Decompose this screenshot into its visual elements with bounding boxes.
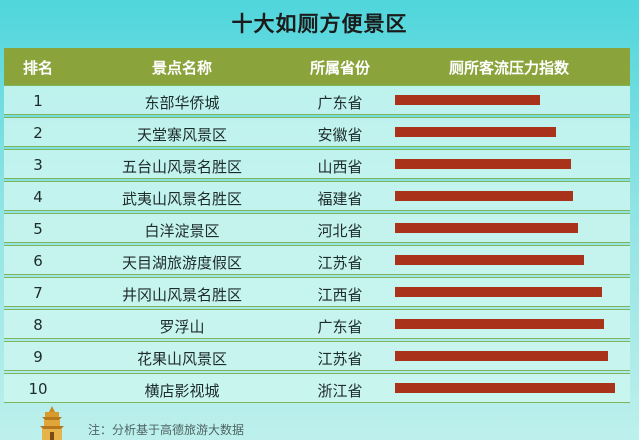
name-cell: 横店影视城: [144, 382, 220, 400]
bar-10: [395, 383, 615, 393]
bar-4: [395, 191, 573, 201]
pagoda-icon: [40, 406, 64, 440]
pressure-index-bars: [395, 95, 615, 393]
table-row: 5 白洋淀景区 河北省: [4, 213, 630, 243]
rank-cell: 7: [33, 284, 43, 302]
rank-cell: 10: [28, 380, 48, 398]
province-cell: 福建省: [317, 190, 363, 208]
bar-2: [395, 127, 556, 137]
rank-cell: 1: [33, 92, 43, 110]
bar-9: [395, 351, 608, 361]
rank-cell: 6: [33, 252, 43, 270]
name-cell: 五台山风景名胜区: [121, 158, 242, 176]
name-cell: 天目湖旅游度假区: [121, 254, 242, 272]
bar-1: [395, 95, 540, 105]
rank-cell: 5: [33, 220, 43, 238]
table-header: 排名 景点名称 所属省份 厕所客流压力指数: [4, 48, 630, 85]
rank-cell: 4: [33, 188, 43, 206]
bar-3: [395, 159, 571, 169]
province-cell: 安徽省: [317, 126, 363, 144]
header-province: 所属省份: [309, 59, 370, 77]
province-cell: 江苏省: [317, 254, 363, 272]
rank-cell: 8: [33, 316, 43, 334]
province-cell: 江西省: [317, 286, 363, 304]
table-row: 3 五台山风景名胜区 山西省: [4, 149, 630, 179]
bar-5: [395, 223, 578, 233]
source-note: 注：分析基于高德旅游大数据: [88, 423, 245, 437]
bar-6: [395, 255, 584, 265]
header-index: 厕所客流压力指数: [448, 59, 569, 77]
province-cell: 山西省: [317, 158, 363, 176]
name-cell: 井冈山风景名胜区: [121, 286, 242, 304]
province-cell: 广东省: [317, 318, 363, 336]
name-cell: 白洋淀景区: [144, 222, 220, 240]
rank-cell: 9: [33, 348, 43, 366]
name-cell: 东部华侨城: [144, 94, 220, 112]
bar-8: [395, 319, 604, 329]
name-cell: 罗浮山: [159, 318, 205, 336]
name-cell: 天堂寨风景区: [136, 126, 227, 144]
province-cell: 河北省: [317, 222, 363, 240]
bar-7: [395, 287, 602, 297]
name-cell: 花果山风景区: [136, 350, 227, 368]
header-name: 景点名称: [151, 59, 212, 77]
header-rank: 排名: [22, 59, 53, 77]
rank-cell: 3: [33, 156, 43, 174]
province-cell: 江苏省: [317, 350, 363, 368]
province-cell: 浙江省: [317, 382, 363, 400]
chart-title: 十大如厕方便景区: [231, 12, 408, 36]
rank-cell: 2: [33, 124, 43, 142]
province-cell: 广东省: [317, 94, 363, 112]
name-cell: 武夷山风景名胜区: [121, 190, 242, 208]
